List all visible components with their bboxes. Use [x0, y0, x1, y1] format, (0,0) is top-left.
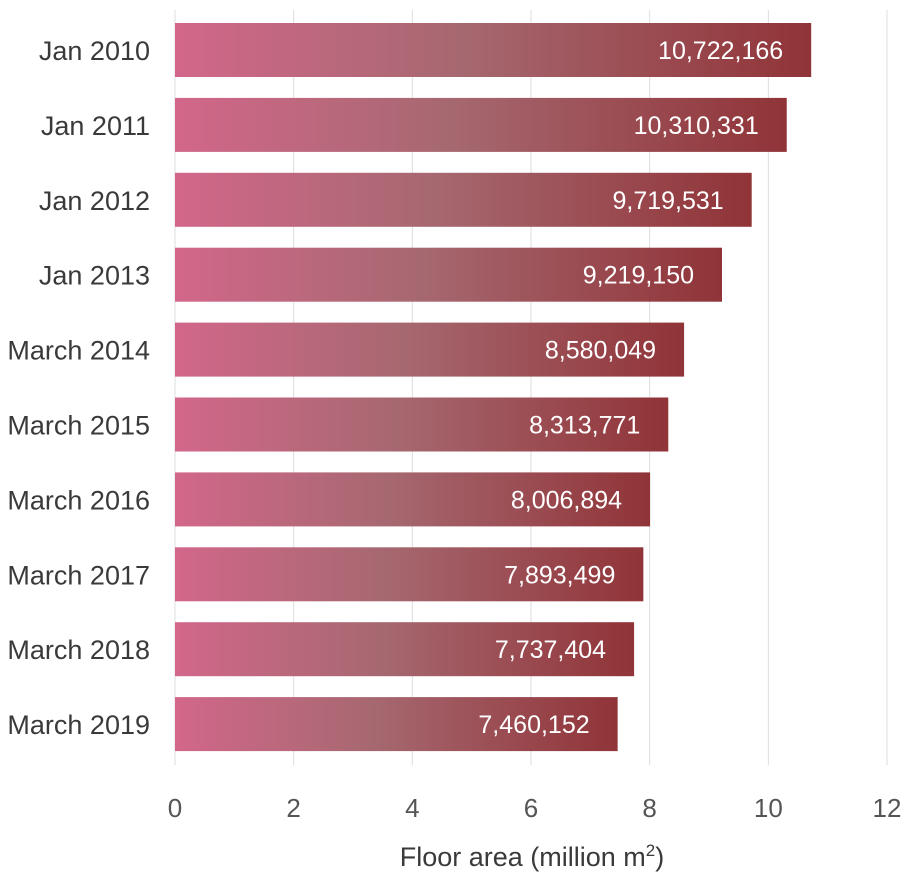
x-tick-label: 2	[286, 793, 300, 823]
category-label: March 2017	[7, 560, 150, 590]
x-tick-label: 0	[168, 793, 182, 823]
category-label: Jan 2010	[39, 36, 150, 66]
x-tick-label: 6	[524, 793, 538, 823]
data-label: 9,719,531	[612, 187, 723, 215]
category-label: Jan 2013	[39, 261, 150, 291]
x-tick-label: 10	[754, 793, 783, 823]
category-label: Jan 2012	[39, 186, 150, 216]
bar	[175, 23, 812, 77]
data-label: 8,580,049	[545, 337, 656, 365]
bars: 10,722,166 10,310,331 9,719,531 9,219,150 8,…	[175, 23, 812, 752]
category-label: March 2019	[7, 710, 150, 740]
data-label: 9,219,150	[583, 262, 694, 290]
data-label: 10,722,166	[658, 37, 783, 65]
category-labels: Jan 2010 Jan 2011 Jan 2012 Jan 2013 March 20…	[7, 36, 150, 740]
category-label: March 2018	[7, 635, 150, 665]
category-label: March 2014	[7, 336, 150, 366]
category-label: Jan 2011	[41, 111, 150, 141]
bar	[175, 172, 752, 227]
bar	[175, 97, 787, 152]
bar	[175, 622, 635, 677]
data-label: 7,737,404	[495, 636, 606, 664]
bar	[175, 247, 723, 302]
bar	[175, 547, 644, 602]
x-tick-label: 4	[405, 793, 419, 823]
x-axis-title: Floor area (million m2)	[400, 841, 665, 872]
bar	[175, 397, 669, 452]
category-label: March 2015	[7, 411, 150, 441]
x-tick-label: 8	[642, 793, 656, 823]
bar	[175, 322, 685, 377]
data-label: 8,313,771	[529, 412, 640, 440]
data-label: 10,310,331	[634, 112, 759, 140]
bar	[175, 472, 651, 527]
data-label: 8,006,894	[511, 486, 622, 514]
x-tick-label: 12	[873, 793, 902, 823]
x-tick-labels: 0 2 4 6 8 10 12	[168, 793, 902, 823]
bar	[175, 697, 618, 752]
data-label: 7,460,152	[478, 711, 589, 739]
data-label: 7,893,499	[504, 561, 615, 589]
category-label: March 2016	[7, 485, 150, 515]
